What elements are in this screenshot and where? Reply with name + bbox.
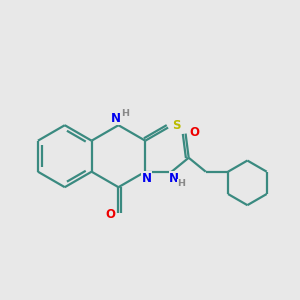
Text: H: H (121, 109, 129, 118)
Text: O: O (106, 208, 116, 221)
Text: N: N (169, 172, 179, 185)
Text: N: N (142, 172, 152, 185)
Text: O: O (189, 127, 199, 140)
Text: H: H (178, 179, 186, 188)
Text: N: N (111, 112, 121, 125)
Text: S: S (172, 119, 181, 133)
